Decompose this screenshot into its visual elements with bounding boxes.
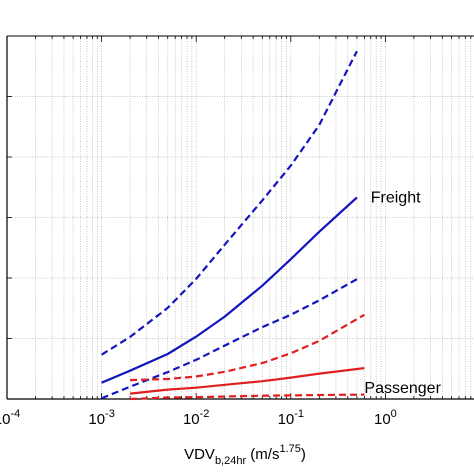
x-tick-label: 10-1 [278, 408, 304, 428]
series-line-3 [101, 278, 358, 400]
x-tick-label: 10-4 [0, 408, 20, 428]
series-group [101, 50, 365, 401]
tick-labels: 10-4 10-3 10-2 10-1 100 [0, 408, 397, 428]
annotation-label: Passenger [364, 380, 441, 397]
series-line-1 [101, 196, 358, 384]
x-tick-label: 10-2 [183, 408, 209, 428]
axes [6, 35, 474, 400]
annotations: Freight Passenger [364, 190, 441, 398]
series-line-5 [130, 313, 365, 382]
series-line-4 [129, 367, 365, 395]
x-axis-label: VDVb,24hr (m/s1.75) [184, 443, 306, 467]
series-line-6 [130, 393, 365, 401]
series-line-2 [101, 50, 358, 356]
x-tick-label: 10-3 [88, 408, 114, 428]
x-tick-label: 100 [374, 408, 397, 428]
annotation-label: Freight [371, 190, 421, 207]
